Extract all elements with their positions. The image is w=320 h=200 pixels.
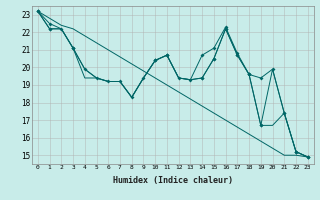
X-axis label: Humidex (Indice chaleur): Humidex (Indice chaleur) <box>113 176 233 185</box>
